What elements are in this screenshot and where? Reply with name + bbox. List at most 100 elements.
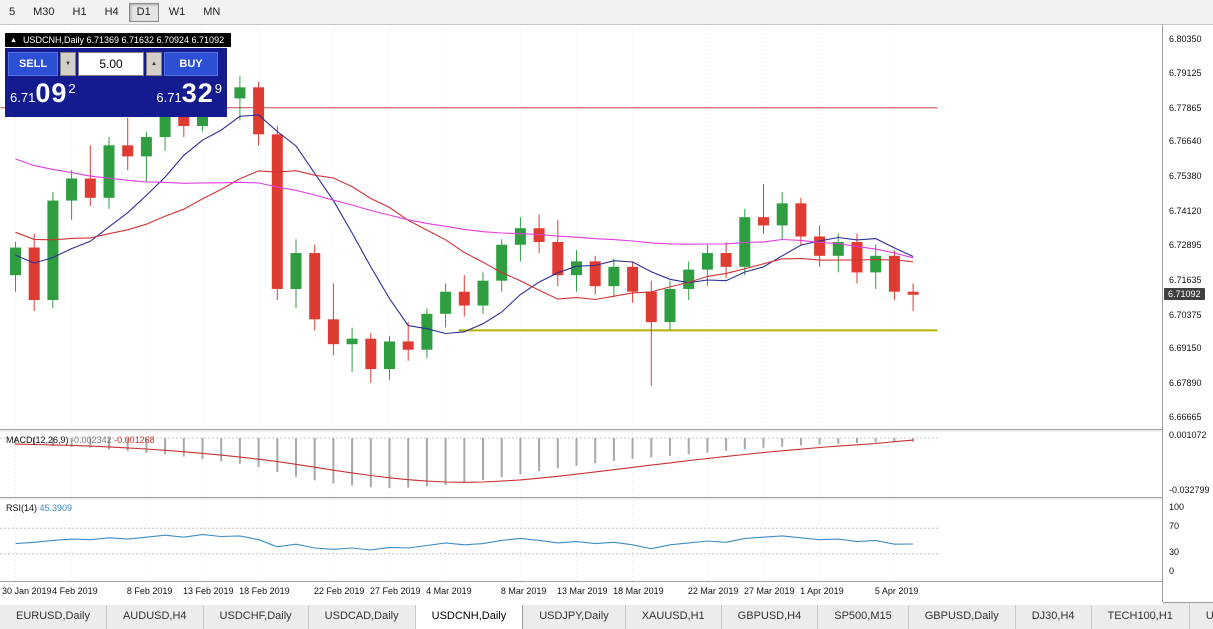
timeframe-button-5[interactable]: 5 [1, 3, 23, 22]
rsi-canvas [0, 500, 938, 581]
volume-decrease-button[interactable]: ▼ [60, 52, 76, 76]
macd-label: MACD(12,26,9) -0.002342 -0.001268 [6, 435, 155, 445]
price-axis-label: 6.80350 [1169, 34, 1202, 44]
buy-price-small: 6.71 [156, 90, 182, 105]
price-axis-label: 6.71635 [1169, 274, 1202, 285]
date-axis-label: 22 Mar 2019 [687, 586, 739, 596]
ma-slow-line[interactable] [15, 158, 914, 259]
sell-button[interactable]: SELL [8, 52, 58, 76]
date-axis-label: 1 Apr 2019 [800, 586, 844, 596]
macd-name: MACD(12,26,9) [6, 435, 69, 445]
date-axis[interactable]: 30 Jan 2019 4 Feb 2019 8 Feb 2019 13 Feb 20… [0, 581, 1163, 605]
timeframe-button-m30[interactable]: M30 [25, 3, 62, 22]
price-axis-label: 6.76640 [1169, 136, 1202, 147]
rsi-axis-label: 0 [1169, 566, 1175, 576]
rsi-line [15, 534, 914, 551]
macd-canvas [0, 432, 938, 497]
macd-axis-label: -0.032799 [1169, 485, 1210, 495]
chart-tab-usdjpy-daily[interactable]: USDJPY,Daily [523, 603, 626, 629]
one-click-trading-panel: SELL ▼ ▲ BUY 6.71092 6.71329 [5, 48, 227, 117]
macd-value-main: -0.002342 [71, 435, 112, 445]
trade-controls-row: SELL ▼ ▲ BUY [8, 52, 224, 76]
macd-histogram [14, 438, 915, 489]
ohlc-info-bar: ▲ USDCNH,Daily 6.71369 6.71632 6.70924 6… [5, 33, 232, 47]
price-axis-label: 6.67890 [1169, 378, 1202, 389]
rsi-value: 45.3909 [39, 503, 73, 513]
price-axis-label: 6.66665 [1169, 411, 1202, 422]
chart-tab-usdchf-daily[interactable]: USDCHF,Daily [203, 603, 309, 629]
price-axis-label: 6.70375 [1169, 309, 1202, 320]
timeframe-button-mn[interactable]: MN [195, 3, 228, 22]
pane-divider[interactable] [0, 497, 1163, 500]
sell-price-sup: 2 [68, 81, 76, 96]
sell-price-small: 6.71 [10, 90, 36, 105]
chart-workspace: ▲ USDCNH,Daily 6.71369 6.71632 6.70924 6… [0, 25, 1213, 605]
buy-price-big: 32 [181, 78, 214, 108]
timeframe-button-w1[interactable]: W1 [161, 3, 194, 22]
price-axis-label: 6.69150 [1169, 343, 1202, 354]
current-price-badge: 6.71092 [1164, 287, 1205, 300]
timeframe-toolbar: 5 M30 H1 H4 D1 W1 MN [0, 0, 1213, 25]
chart-tab-tech100-h1[interactable]: TECH100,H1 [1091, 603, 1190, 629]
chart-tab-dj30-h4[interactable]: DJ30,H4 [1015, 603, 1092, 629]
date-axis-label: 4 Feb 2019 [52, 586, 98, 596]
trade-prices-row: 6.71092 6.71329 [8, 76, 224, 107]
sell-price[interactable]: 6.71092 [10, 79, 76, 107]
date-axis-label: 18 Mar 2019 [613, 586, 664, 596]
date-axis-label: 22 Feb 2019 [313, 586, 365, 596]
macd-signal-line [15, 439, 914, 483]
ohlc-text: USDCNH,Daily 6.71369 6.71632 6.70924 6.7… [22, 35, 225, 45]
chart-tab-eurusd-daily[interactable]: EURUSD,Daily [0, 603, 107, 629]
price-chart-pane[interactable]: ▲ USDCNH,Daily 6.71369 6.71632 6.70924 6… [0, 25, 1163, 429]
buy-price[interactable]: 6.71329 [156, 79, 222, 107]
price-axis-label: 6.75380 [1169, 171, 1202, 182]
chart-tab-xauusd-h1[interactable]: XAUUSD,H1 [625, 603, 722, 629]
price-axis-label: 6.79125 [1169, 67, 1202, 78]
chart-tab-gbpusd-daily[interactable]: GBPUSD,Daily [908, 603, 1016, 629]
buy-button[interactable]: BUY [164, 52, 218, 76]
timeframe-button-d1[interactable]: D1 [128, 2, 159, 22]
volume-input[interactable] [78, 52, 144, 76]
volume-increase-button[interactable]: ▲ [146, 52, 162, 76]
macd-axis-label: 0.001072 [1169, 430, 1207, 441]
chart-tab-audusd-h4[interactable]: AUDUSD,H4 [106, 603, 204, 629]
grid-lines [15, 500, 895, 581]
date-axis-label: 13 Feb 2019 [183, 586, 234, 596]
macd-value-signal: -0.001268 [114, 435, 155, 445]
rsi-name: RSI(14) [6, 503, 38, 513]
ma-medium-line[interactable] [15, 170, 914, 301]
chart-tabs-bar: EURUSD,Daily AUDUSD,H4 USDCHF,Daily USDCAD,… [0, 602, 1213, 629]
rsi-axis-label: 70 [1169, 521, 1180, 532]
price-axis-label: 6.77865 [1169, 102, 1202, 113]
rsi-axis-label: 30 [1169, 546, 1180, 557]
chart-tab-ukc[interactable]: UKC [1189, 603, 1213, 629]
date-axis-label: 13 Mar 2019 [557, 586, 608, 596]
macd-pane[interactable]: MACD(12,26,9) -0.002342 -0.001268 [0, 432, 1163, 497]
chart-tab-sp500-m15[interactable]: SP500,M15 [818, 603, 909, 629]
date-axis-label: 27 Feb 2019 [370, 586, 421, 596]
date-axis-label: 8 Mar 2019 [500, 586, 547, 596]
date-axis-label: 5 Apr 2019 [874, 586, 919, 596]
chart-panes: ▲ USDCNH,Daily 6.71369 6.71632 6.70924 6… [0, 25, 1163, 605]
ma-fast-line[interactable] [15, 114, 914, 335]
rsi-axis-label: 100 [1169, 502, 1185, 512]
pane-divider[interactable] [0, 429, 1163, 432]
buy-price-sup: 9 [214, 81, 222, 96]
date-axis-label: 27 Mar 2019 [744, 586, 795, 596]
timeframe-button-h1[interactable]: H1 [65, 3, 95, 22]
date-axis-label: 30 Jan 2019 [2, 586, 52, 596]
date-axis-label: 4 Mar 2019 [426, 586, 472, 596]
rsi-label: RSI(14) 45.3909 [6, 503, 72, 513]
price-axis[interactable]: 6.80350 6.79125 6.77865 6.76640 6.75380 6.741… [1162, 25, 1213, 602]
chart-tab-usdcnh-daily[interactable]: USDCNH,Daily [415, 603, 524, 629]
date-axis-label: 8 Feb 2019 [126, 586, 173, 596]
price-axis-label: 6.72895 [1169, 239, 1202, 250]
collapse-panel-icon[interactable]: ▲ [10, 36, 17, 44]
chart-tab-gbpusd-h4[interactable]: GBPUSD,H4 [721, 603, 819, 629]
date-axis-label: 18 Feb 2019 [239, 586, 290, 596]
sell-price-big: 09 [35, 78, 68, 108]
timeframe-button-h4[interactable]: H4 [97, 3, 127, 22]
rsi-pane[interactable]: RSI(14) 45.3909 [0, 500, 1163, 581]
chart-tab-usdcad-daily[interactable]: USDCAD,Daily [308, 603, 416, 629]
